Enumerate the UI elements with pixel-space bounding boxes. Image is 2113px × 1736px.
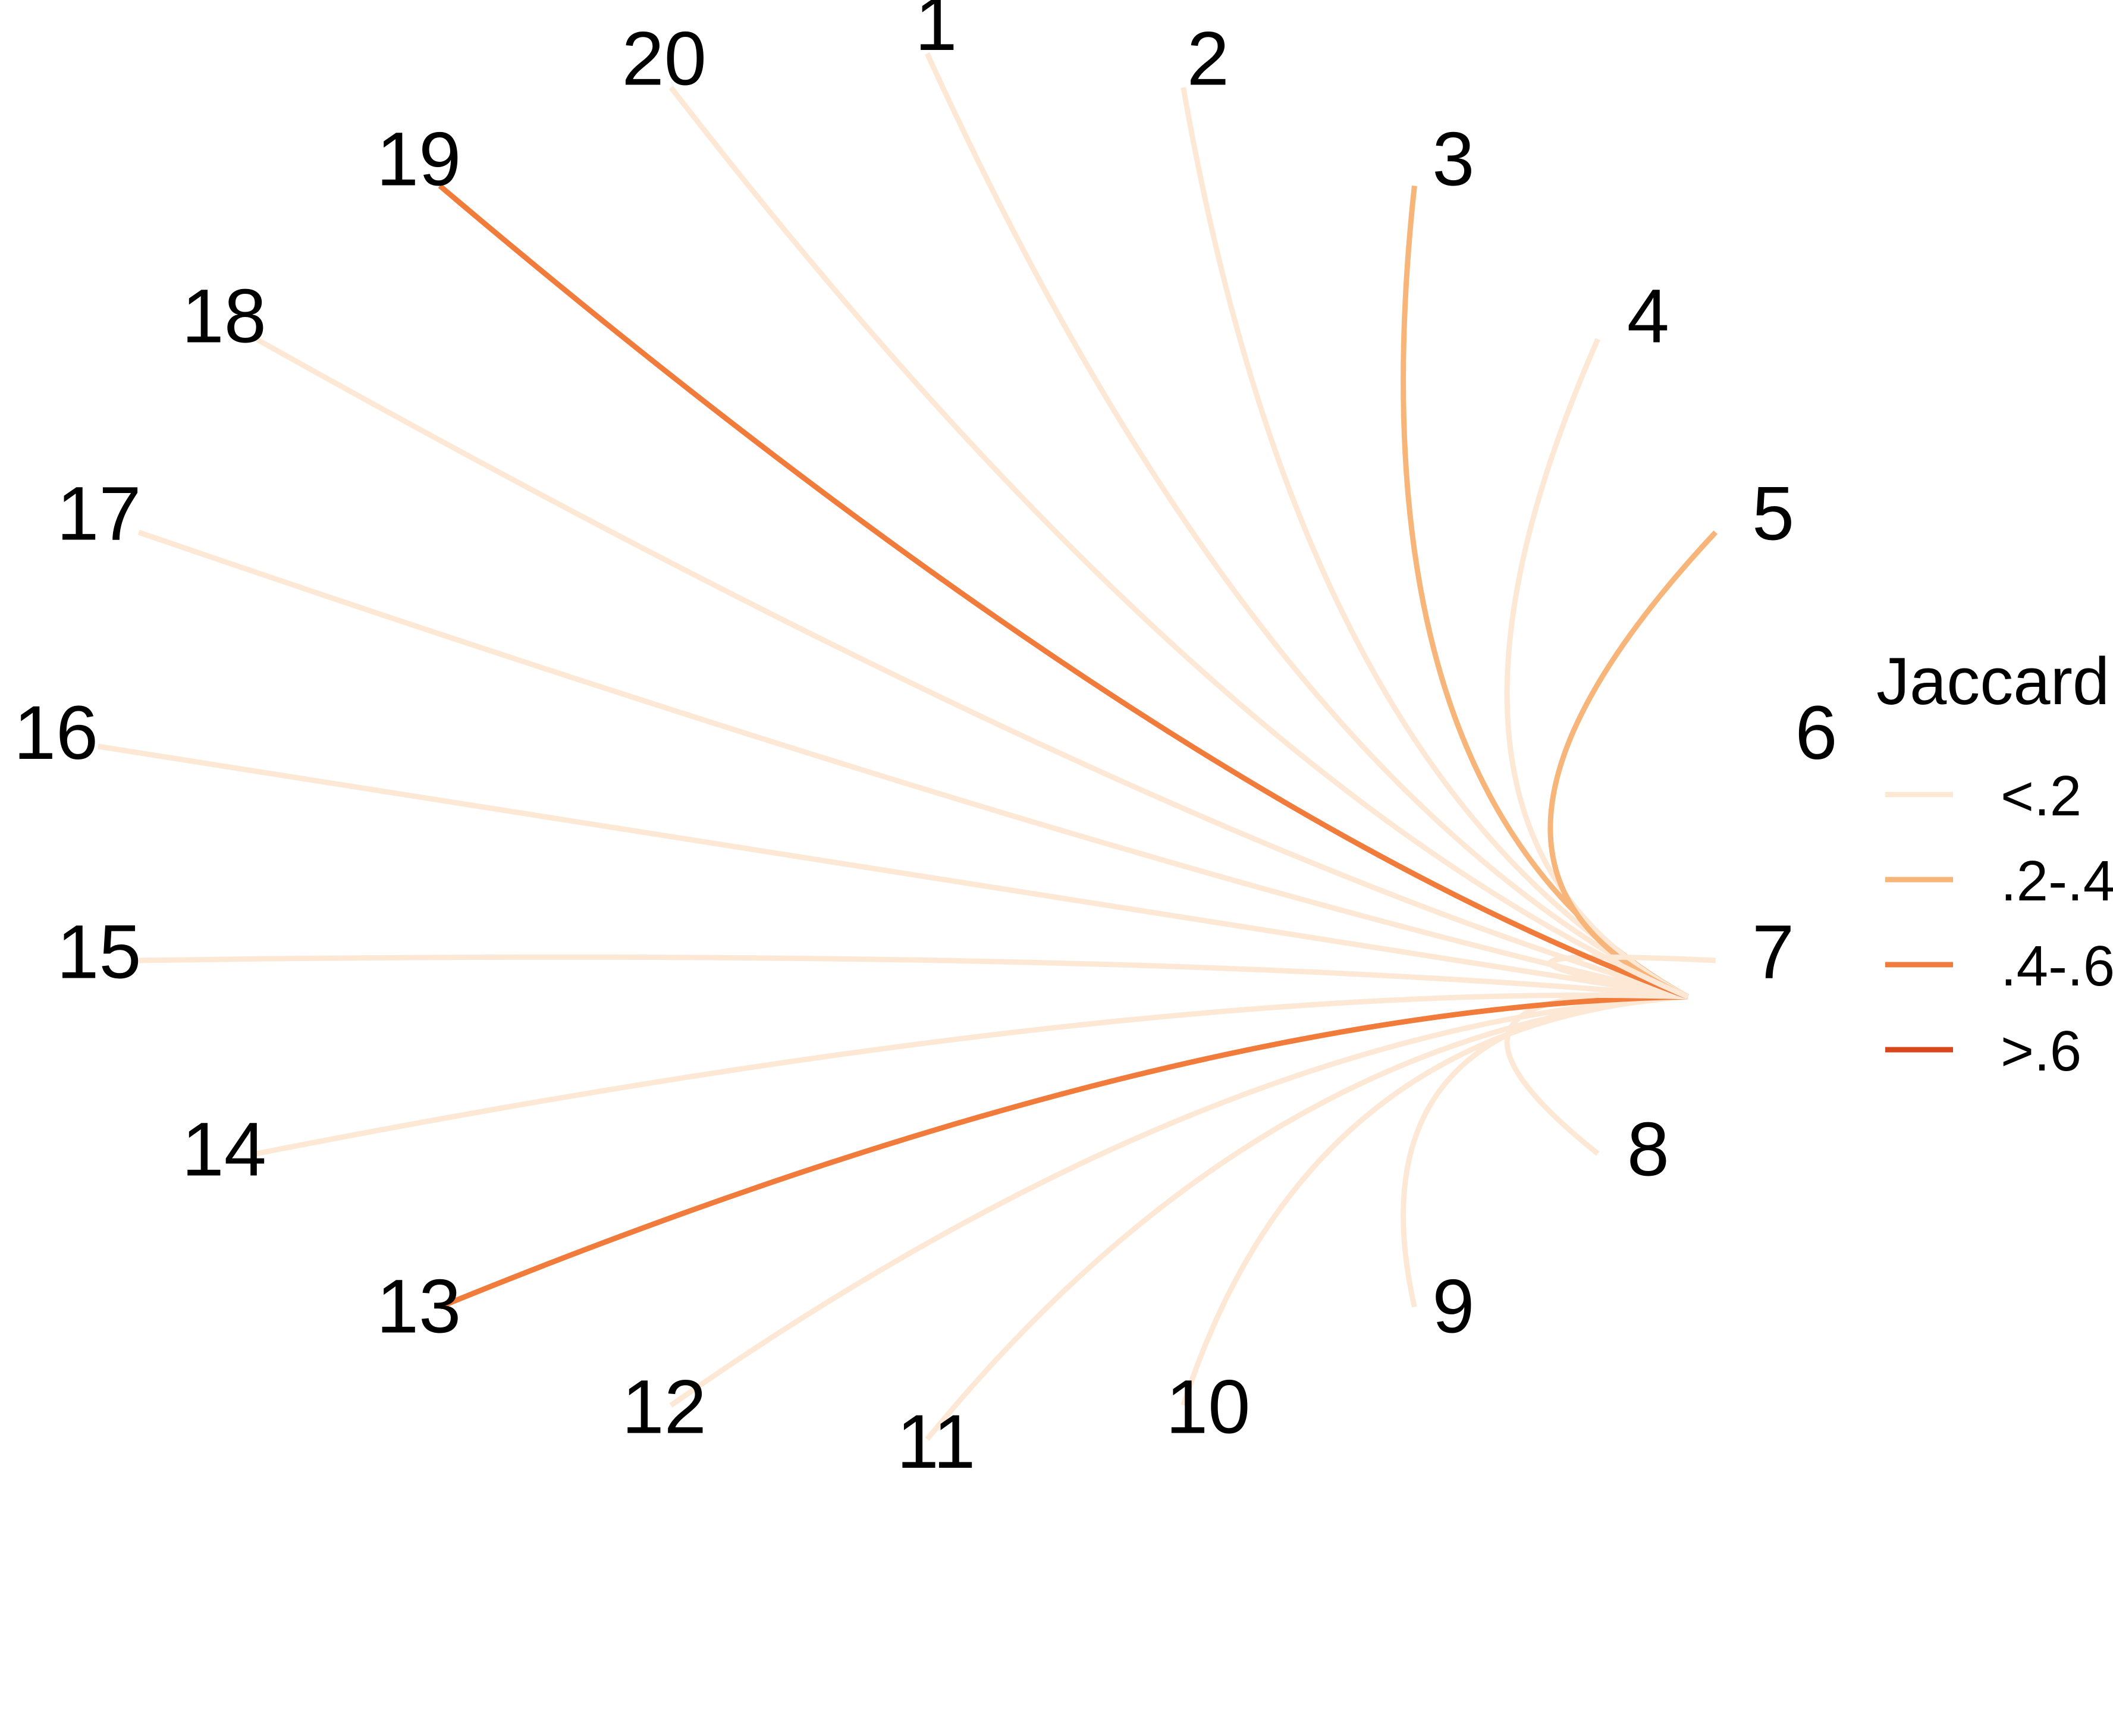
node-label-11: 11: [897, 1399, 976, 1484]
edge-17-6: [137, 529, 1688, 1000]
node-label-7: 7: [1752, 909, 1794, 994]
edge-16-6: [98, 743, 1688, 1000]
node-label-16: 16: [14, 690, 98, 776]
node-label-20: 20: [622, 16, 707, 101]
node-label-19: 19: [376, 117, 461, 202]
node-label-6: 6: [1795, 690, 1837, 776]
legend: Jaccard <.2 .2-.4 .4-.6 >.6: [1876, 644, 2113, 1083]
edge-19-6: [438, 184, 1689, 1000]
legend-title: Jaccard: [1876, 644, 2109, 718]
node-label-1: 1: [915, 0, 957, 67]
edge-1-6: [924, 52, 1689, 1000]
node-label-2: 2: [1187, 16, 1229, 101]
legend-item-2: .2-.4: [1885, 849, 2113, 913]
node-label-15: 15: [56, 909, 141, 994]
edge-12-6: [669, 994, 1688, 1408]
edge-5-6: [1547, 530, 1718, 1000]
legend-label-2: .2-.4: [2001, 849, 2113, 913]
edge-15-6: [139, 954, 1688, 1000]
node-label-9: 9: [1432, 1264, 1474, 1349]
edge-18-6: [255, 337, 1689, 1000]
legend-label-1: <.2: [2001, 764, 2081, 828]
node-label-8: 8: [1627, 1107, 1669, 1192]
node-label-18: 18: [182, 274, 266, 359]
edge-4-6: [1504, 338, 1690, 999]
edge-2-6: [1180, 87, 1690, 999]
node-label-4: 4: [1627, 274, 1669, 359]
edge-20-6: [668, 86, 1689, 1000]
node-label-10: 10: [1166, 1365, 1250, 1450]
edge-14-6: [256, 992, 1688, 1157]
node-label-5: 5: [1752, 472, 1794, 557]
node-label-17: 17: [56, 472, 141, 557]
node-label-3: 3: [1432, 117, 1474, 202]
legend-item-1: <.2: [1885, 764, 2081, 828]
edge-13-6: [438, 994, 1688, 1310]
node-label-14: 14: [182, 1107, 266, 1192]
legend-label-3: .4-.6: [2001, 934, 2113, 998]
legend-label-4: >.6: [2001, 1019, 2081, 1083]
legend-item-3: .4-.6: [1885, 934, 2113, 998]
node-label-12: 12: [622, 1365, 707, 1450]
node-label-13: 13: [376, 1264, 461, 1349]
edge-11-6: [925, 994, 1688, 1441]
edges: [98, 52, 1718, 1441]
legend-item-4: >.6: [1885, 1019, 2081, 1083]
